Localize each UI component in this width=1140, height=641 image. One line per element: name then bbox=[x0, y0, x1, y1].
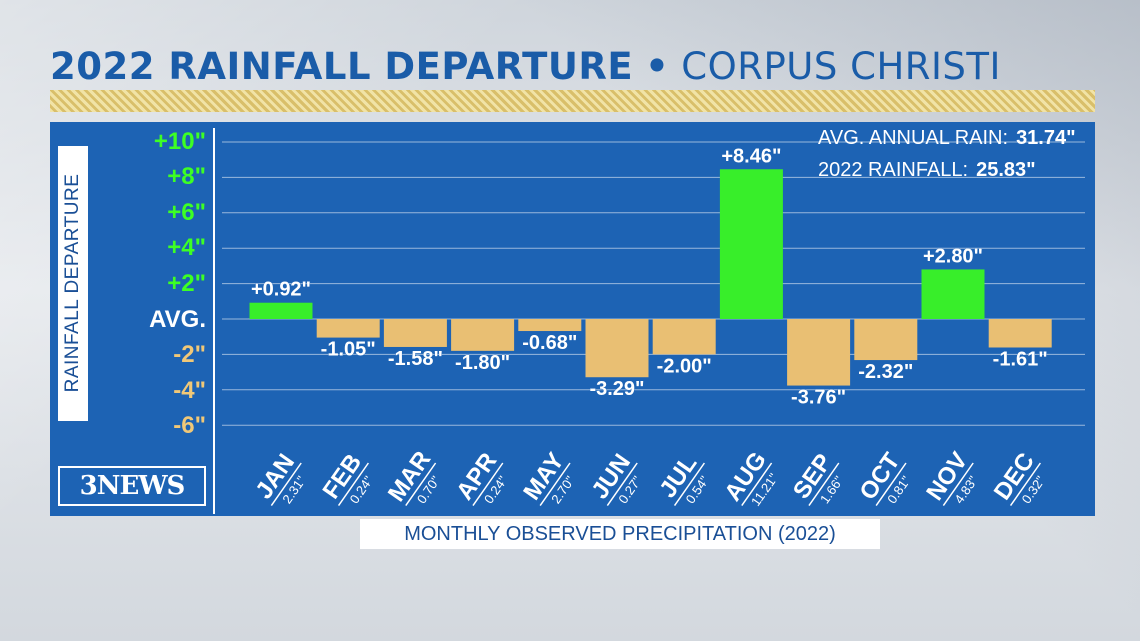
y-tick-label: +8" bbox=[167, 163, 206, 190]
bar-value-label: -3.29" bbox=[589, 378, 644, 400]
month-label-underline bbox=[405, 462, 437, 507]
bar bbox=[719, 169, 783, 319]
month-label-underline bbox=[942, 462, 974, 507]
avg-annual-value: 31.74" bbox=[1016, 127, 1076, 149]
bar-value-label: -0.68" bbox=[522, 332, 577, 354]
title-separator: • bbox=[645, 45, 670, 88]
rainfall-total-stat: 2022 RAINFALL: 25.83" bbox=[818, 157, 1036, 183]
y-tick-label: +10" bbox=[153, 128, 206, 155]
bar-value-label: -1.61" bbox=[993, 348, 1048, 370]
month-label-underline bbox=[875, 462, 907, 507]
bar bbox=[854, 319, 918, 361]
month-label-underline bbox=[472, 462, 504, 507]
bar-value-label: +8.46" bbox=[721, 145, 781, 167]
bar bbox=[451, 319, 515, 351]
bar bbox=[988, 319, 1052, 348]
y-tick-label: -6" bbox=[173, 412, 206, 439]
bar bbox=[383, 319, 447, 347]
y-tick-label: -4" bbox=[173, 377, 206, 404]
bar-value-label: -1.58" bbox=[388, 348, 443, 370]
month-label-underline bbox=[606, 462, 638, 507]
bar bbox=[787, 319, 851, 386]
y-tick-label: +4" bbox=[167, 234, 206, 261]
bar bbox=[518, 319, 582, 332]
y-tick-label: AVG. bbox=[149, 306, 206, 333]
bar bbox=[652, 319, 716, 355]
avg-annual-label: AVG. ANNUAL RAIN: bbox=[818, 127, 1009, 149]
month-label-underline bbox=[741, 462, 773, 507]
month-label-underline bbox=[539, 462, 571, 507]
rainfall-total-label: 2022 RAINFALL: bbox=[818, 159, 969, 181]
month-label-underline bbox=[673, 462, 706, 507]
bar-value-label: +0.92" bbox=[251, 279, 311, 301]
page-title: 2022 RAINFALL DEPARTURE • CORPUS CHRISTI bbox=[50, 40, 1100, 94]
decorative-stripe bbox=[50, 90, 1095, 112]
bar-value-label: -2.32" bbox=[858, 361, 913, 383]
title-main: 2022 RAINFALL DEPARTURE bbox=[50, 45, 634, 88]
axis-divider bbox=[213, 128, 215, 514]
title-location: CORPUS CHRISTI bbox=[681, 45, 1001, 88]
bar bbox=[316, 319, 380, 338]
bar-value-label: -1.80" bbox=[455, 352, 510, 374]
bar-value-label: -2.00" bbox=[657, 355, 712, 377]
x-axis-footer-label: MONTHLY OBSERVED PRECIPITATION (2022) bbox=[360, 519, 880, 549]
month-label-underline bbox=[337, 462, 370, 507]
month-label-underline bbox=[808, 462, 840, 507]
avg-annual-stat: AVG. ANNUAL RAIN: 31.74" bbox=[818, 125, 1076, 151]
month-label-underline bbox=[270, 462, 302, 507]
month-label-underline bbox=[1009, 462, 1042, 507]
bar bbox=[249, 302, 313, 319]
bar-value-label: -1.05" bbox=[321, 339, 376, 361]
rainfall-total-value: 25.83" bbox=[976, 159, 1036, 181]
bar-value-label: +2.80" bbox=[923, 245, 983, 267]
bar-value-label: -3.76" bbox=[791, 387, 846, 409]
y-tick-label: +2" bbox=[167, 270, 206, 297]
y-axis-label-box bbox=[58, 146, 88, 421]
y-tick-label: +6" bbox=[167, 199, 206, 226]
y-tick-label: -2" bbox=[173, 341, 206, 368]
bar bbox=[921, 269, 985, 319]
bar bbox=[585, 319, 649, 378]
station-logo: 3NEWS bbox=[58, 466, 206, 506]
